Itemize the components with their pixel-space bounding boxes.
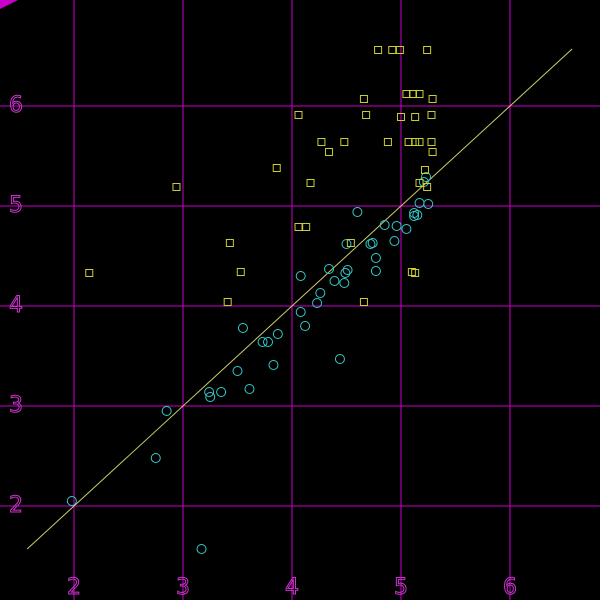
point xyxy=(232,366,243,376)
point xyxy=(411,138,420,146)
point xyxy=(257,337,268,347)
point xyxy=(161,406,172,416)
point xyxy=(383,138,392,146)
x-tick-label: 6 xyxy=(503,575,517,600)
point xyxy=(85,269,94,277)
point xyxy=(427,111,436,119)
point xyxy=(196,544,207,554)
point xyxy=(334,354,345,364)
point xyxy=(342,265,353,275)
y-tick-label: 3 xyxy=(9,393,23,418)
point xyxy=(205,392,216,402)
point xyxy=(365,239,376,249)
x-tick-label: 5 xyxy=(394,575,408,600)
point xyxy=(423,46,432,54)
point xyxy=(66,496,77,506)
point xyxy=(359,95,368,103)
x-tick-label: 2 xyxy=(67,575,81,600)
point xyxy=(317,138,326,146)
point xyxy=(391,221,402,231)
point xyxy=(295,307,306,317)
corner-marker xyxy=(0,0,18,9)
point xyxy=(409,208,420,218)
point xyxy=(300,321,311,331)
point xyxy=(225,239,234,247)
x-tick-label: 3 xyxy=(176,575,190,600)
point xyxy=(237,323,248,333)
point xyxy=(389,236,400,246)
point xyxy=(302,223,311,231)
point xyxy=(340,138,349,146)
point xyxy=(388,46,397,54)
point xyxy=(324,264,335,274)
fit-line xyxy=(26,48,573,550)
point xyxy=(172,183,181,191)
point xyxy=(395,46,404,54)
point xyxy=(352,207,363,217)
point xyxy=(312,298,323,308)
point xyxy=(423,183,432,191)
point xyxy=(367,238,378,248)
point xyxy=(401,224,412,234)
point xyxy=(428,95,437,103)
point xyxy=(263,337,274,347)
point xyxy=(204,387,215,397)
point xyxy=(412,210,423,220)
point xyxy=(415,90,424,98)
y-tick-label: 2 xyxy=(9,493,23,518)
point xyxy=(236,268,245,276)
point xyxy=(420,166,429,174)
point xyxy=(244,384,255,394)
point xyxy=(346,239,355,247)
point xyxy=(272,164,281,172)
point xyxy=(339,278,350,288)
point xyxy=(294,223,303,231)
point xyxy=(340,268,351,278)
point xyxy=(295,271,306,281)
point xyxy=(268,360,279,370)
point xyxy=(370,253,381,263)
y-tick-label: 4 xyxy=(9,293,23,318)
point xyxy=(150,453,161,463)
point xyxy=(411,113,420,121)
point xyxy=(396,113,405,121)
point xyxy=(325,148,334,156)
x-tick-label: 4 xyxy=(285,575,299,600)
point xyxy=(423,199,434,209)
point xyxy=(223,298,232,306)
point xyxy=(427,138,436,146)
y-tick-label: 6 xyxy=(9,93,23,118)
point xyxy=(341,239,352,249)
point xyxy=(428,148,437,156)
y-tick-label: 5 xyxy=(9,193,23,218)
point xyxy=(329,276,340,286)
point xyxy=(415,138,424,146)
point xyxy=(370,266,381,276)
point xyxy=(359,298,368,306)
point xyxy=(374,46,383,54)
point xyxy=(306,179,315,187)
point xyxy=(415,179,424,187)
point xyxy=(379,220,390,230)
point xyxy=(421,172,432,182)
point xyxy=(294,111,303,119)
point xyxy=(315,288,326,298)
point xyxy=(272,329,283,339)
point xyxy=(362,111,371,119)
point xyxy=(411,269,420,277)
point xyxy=(216,387,227,397)
